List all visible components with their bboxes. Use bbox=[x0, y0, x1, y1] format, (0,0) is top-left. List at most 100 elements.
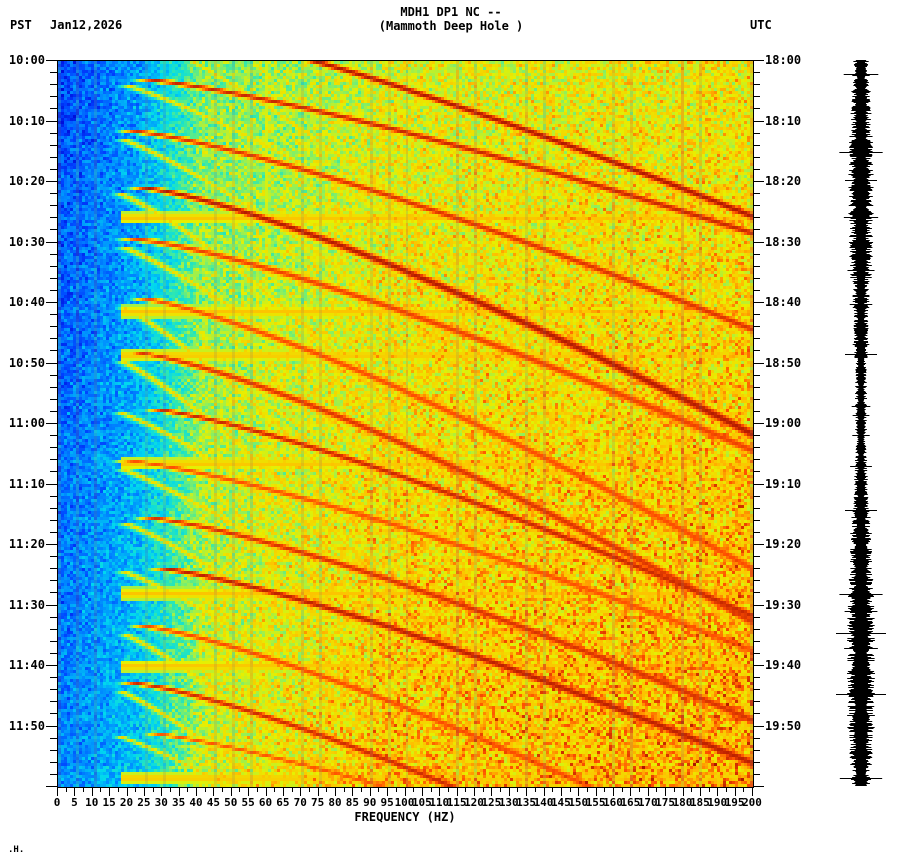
time-tick-minor bbox=[50, 701, 57, 703]
freq-tick-label: 180 bbox=[672, 796, 693, 809]
time-tick-major bbox=[753, 483, 764, 485]
freq-tick-major bbox=[595, 787, 597, 796]
freq-tick-major bbox=[91, 787, 93, 796]
freq-tick-major bbox=[126, 787, 128, 796]
time-tick-minor bbox=[753, 398, 760, 400]
time-tick-minor bbox=[50, 108, 57, 110]
time-tick-major bbox=[46, 786, 57, 787]
time-tick-minor bbox=[50, 689, 57, 691]
freq-tick-major bbox=[560, 787, 562, 796]
freq-tick-major bbox=[57, 787, 58, 796]
freq-tick-major bbox=[508, 787, 510, 796]
time-tick-label: 11:30 bbox=[8, 597, 45, 612]
time-tick-minor bbox=[753, 253, 760, 255]
time-tick-minor bbox=[50, 592, 57, 594]
corner-mark: .H. bbox=[8, 845, 25, 855]
time-tick-minor bbox=[50, 507, 57, 509]
freq-tick-label: 140 bbox=[533, 796, 554, 809]
time-tick-label: 18:40 bbox=[765, 295, 802, 309]
time-tick-minor bbox=[753, 144, 760, 146]
freq-tick-label: 150 bbox=[568, 796, 589, 809]
freq-tick-minor bbox=[343, 787, 345, 792]
freq-tick-minor bbox=[534, 787, 536, 792]
freq-tick-major bbox=[178, 787, 180, 796]
time-tick-minor bbox=[753, 616, 760, 618]
time-tick-label: 19:40 bbox=[765, 658, 802, 672]
time-tick-minor bbox=[50, 72, 57, 74]
freq-tick-label: 50 bbox=[224, 796, 238, 809]
time-tick-minor bbox=[50, 386, 57, 388]
freq-tick-major bbox=[161, 787, 163, 796]
time-tick-minor bbox=[753, 386, 760, 388]
time-tick-minor bbox=[50, 773, 57, 775]
time-tick-minor bbox=[753, 640, 760, 642]
freq-tick-major bbox=[369, 787, 371, 796]
time-tick-minor bbox=[50, 338, 57, 340]
freq-tick-minor bbox=[135, 787, 137, 792]
freq-tick-minor bbox=[586, 787, 588, 792]
freq-tick-major bbox=[543, 787, 545, 796]
time-tick-minor bbox=[753, 435, 760, 437]
freq-tick-label: 130 bbox=[498, 796, 519, 809]
spectrogram-plot[interactable] bbox=[57, 60, 754, 788]
freq-tick-label: 155 bbox=[585, 796, 606, 809]
freq-tick-label: 45 bbox=[206, 796, 220, 809]
freq-tick-minor bbox=[708, 787, 710, 792]
time-tick-minor bbox=[753, 689, 760, 691]
time-tick-minor bbox=[50, 350, 57, 352]
freq-tick-label: 105 bbox=[411, 796, 432, 809]
time-tick-minor bbox=[50, 737, 57, 739]
time-tick-minor bbox=[50, 677, 57, 679]
freq-tick-major bbox=[456, 787, 458, 796]
time-tick-minor bbox=[50, 580, 57, 582]
freq-tick-major bbox=[421, 787, 423, 796]
time-tick-minor bbox=[753, 568, 760, 570]
time-tick-major bbox=[753, 725, 764, 727]
station-title: MDH1 DP1 NC -- bbox=[400, 5, 502, 19]
freq-tick-minor bbox=[378, 787, 380, 792]
time-tick-major bbox=[46, 665, 57, 666]
time-tick-minor bbox=[753, 96, 760, 98]
time-tick-minor bbox=[50, 761, 57, 763]
time-tick-minor bbox=[50, 749, 57, 751]
freq-tick-major bbox=[265, 787, 267, 796]
time-tick-minor bbox=[753, 374, 760, 376]
date-label: Jan12,2026 bbox=[50, 18, 123, 32]
time-tick-minor bbox=[753, 205, 760, 207]
time-tick-major bbox=[46, 302, 57, 303]
freq-tick-major bbox=[196, 787, 197, 796]
time-tick-minor bbox=[50, 435, 57, 437]
freq-tick-label: 200 bbox=[742, 796, 762, 809]
timezone-label-right: UTC bbox=[750, 18, 772, 32]
freq-tick-label: 85 bbox=[345, 796, 359, 809]
freq-tick-label: 185 bbox=[689, 796, 710, 809]
time-tick-minor bbox=[753, 737, 760, 739]
freq-tick-minor bbox=[500, 787, 502, 792]
time-tick-minor bbox=[50, 132, 57, 134]
freq-tick-minor bbox=[152, 787, 154, 792]
time-tick-minor bbox=[50, 410, 57, 412]
time-tick-major bbox=[753, 302, 764, 303]
seismogram-trace bbox=[836, 60, 886, 786]
time-tick-minor bbox=[50, 265, 57, 267]
time-tick-minor bbox=[50, 447, 57, 449]
time-tick-minor bbox=[50, 531, 57, 533]
time-tick-major bbox=[46, 362, 57, 364]
time-tick-minor bbox=[753, 773, 760, 775]
freq-tick-label: 10 bbox=[85, 796, 99, 809]
freq-tick-label: 65 bbox=[276, 796, 290, 809]
time-tick-label: 18:00 bbox=[765, 53, 802, 67]
freq-tick-major bbox=[230, 787, 232, 796]
freq-tick-major bbox=[734, 787, 736, 796]
freq-tick-label: 115 bbox=[446, 796, 467, 809]
freq-tick-label: 15 bbox=[102, 796, 116, 809]
time-tick-minor bbox=[753, 507, 760, 509]
time-tick-major bbox=[46, 604, 57, 606]
time-tick-minor bbox=[50, 556, 57, 558]
time-tick-major bbox=[753, 604, 764, 606]
freq-tick-minor bbox=[308, 787, 310, 792]
freq-tick-minor bbox=[395, 787, 397, 792]
time-tick-minor bbox=[50, 84, 57, 86]
freq-tick-major bbox=[282, 787, 284, 796]
time-tick-major bbox=[753, 120, 764, 122]
